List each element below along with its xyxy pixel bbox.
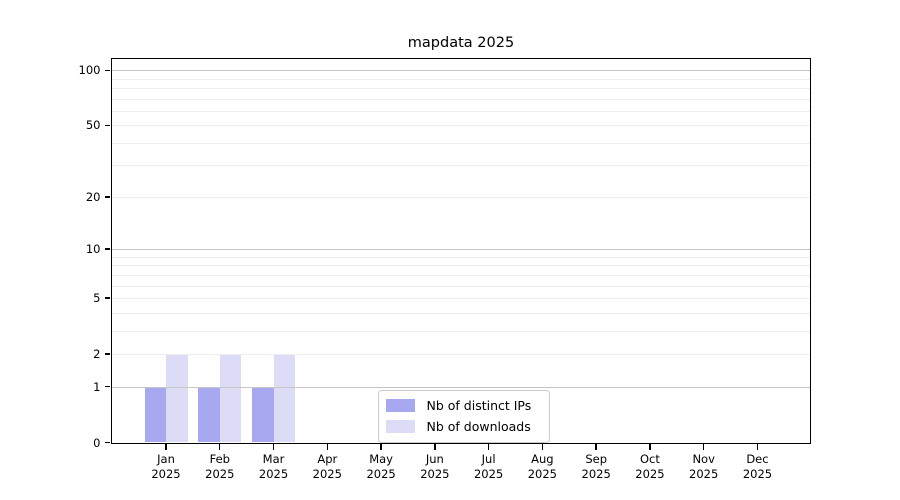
x-tick-year: 2025 <box>312 466 342 481</box>
gridline-minor-50 <box>111 125 810 127</box>
y-tick-label-0: 0 <box>93 435 101 450</box>
bar-distinct-ips-feb <box>198 386 220 443</box>
gridline-minor-7 <box>111 274 810 276</box>
x-tick-label-apr: Apr 2025 <box>292 452 362 482</box>
bar-distinct-ips-jan <box>144 386 166 443</box>
y-tick-label-100: 100 <box>78 63 101 78</box>
x-tick-mark-oct <box>649 444 651 450</box>
gridline-minor-3 <box>111 330 810 332</box>
x-tick-month: Jan <box>157 451 175 466</box>
x-tick-year: 2025 <box>151 466 181 481</box>
gridline-minor-80 <box>111 88 810 89</box>
x-tick-month: Feb <box>209 451 230 466</box>
y-tick-label-2: 2 <box>93 346 101 361</box>
x-tick-mark-feb <box>219 444 221 450</box>
gridline-minor-70 <box>111 98 810 100</box>
x-tick-mark-apr <box>326 444 328 450</box>
y-tick-mark-20 <box>104 196 110 198</box>
plot-area: 100 50 20 10 5 2 1 0 Jan 2025 Feb 2025 Mar 2025 Apr 202… <box>79 57 811 481</box>
x-tick-month: Jul <box>481 451 496 466</box>
legend-label: Nb of distinct IPs <box>426 397 532 413</box>
x-tick-label-may: May 2025 <box>346 452 416 482</box>
x-tick-month: Nov <box>692 451 715 466</box>
x-tick-month: Mar <box>262 451 285 466</box>
y-tick-label-20: 20 <box>85 189 101 204</box>
bar-downloads-jan <box>166 353 188 443</box>
gridline-minor-6 <box>111 285 810 287</box>
y-tick-label-5: 5 <box>93 290 101 305</box>
bar-distinct-ips-mar <box>252 386 274 443</box>
y-tick-mark-10 <box>104 248 110 250</box>
x-tick-year: 2025 <box>581 466 611 481</box>
gridline-minor-40 <box>111 142 810 144</box>
gridline-major-10 <box>111 249 810 251</box>
x-tick-label-feb: Feb 2025 <box>185 452 255 482</box>
y-tick-label-50: 50 <box>85 118 101 133</box>
legend-entry-distinct-ips: Nb of distinct IPs <box>385 397 541 415</box>
x-tick-year: 2025 <box>205 466 235 481</box>
x-tick-mark-may <box>380 444 382 450</box>
x-tick-label-nov: Nov 2025 <box>669 452 739 482</box>
x-tick-label-aug: Aug 2025 <box>507 452 577 482</box>
x-tick-month: Aug <box>531 451 554 466</box>
x-tick-year: 2025 <box>366 466 396 481</box>
legend-swatch-distinct-ips <box>385 398 415 412</box>
x-tick-mark-jul <box>487 444 490 450</box>
y-tick-mark-100 <box>104 69 110 71</box>
x-tick-year: 2025 <box>258 466 289 481</box>
x-tick-month: Apr <box>317 451 338 466</box>
x-tick-label-oct: Oct 2025 <box>615 452 685 482</box>
gridline-minor-60 <box>111 110 810 112</box>
x-tick-year: 2025 <box>420 466 450 481</box>
gridline-minor-8 <box>111 265 810 267</box>
y-tick-mark-0 <box>104 441 110 444</box>
legend: Nb of distinct IPs Nb of downloads <box>377 389 550 443</box>
gridline-minor-5 <box>111 297 810 299</box>
x-tick-label-mar: Mar 2025 <box>239 452 309 482</box>
legend-entry-downloads: Nb of downloads <box>385 418 541 436</box>
x-tick-label-sep: Sep 2025 <box>561 452 631 482</box>
x-tick-month: Dec <box>746 451 769 466</box>
x-tick-month: May <box>369 451 393 466</box>
y-tick-label-10: 10 <box>85 242 101 257</box>
x-tick-month: Sep <box>585 451 607 466</box>
legend-swatch-downloads <box>385 420 415 434</box>
gridline-minor-2 <box>111 353 810 355</box>
x-tick-mark-dec <box>756 444 759 450</box>
y-tick-mark-2 <box>104 353 110 355</box>
x-tick-mark-jun <box>434 444 436 450</box>
x-tick-year: 2025 <box>473 466 504 481</box>
bar-downloads-feb <box>219 353 242 443</box>
x-tick-month: Jun <box>425 451 444 466</box>
gridline-minor-30 <box>111 165 810 167</box>
y-tick-mark-1 <box>104 385 110 388</box>
x-tick-label-jun: Jun 2025 <box>400 452 470 482</box>
x-tick-mark-mar <box>272 444 275 450</box>
y-tick-mark-50 <box>104 124 110 126</box>
x-tick-label-jan: Jan 2025 <box>131 452 201 482</box>
x-tick-mark-sep <box>595 444 597 450</box>
x-tick-mark-jan <box>165 444 167 450</box>
gridline-minor-90 <box>111 78 810 80</box>
x-tick-label-dec: Dec 2025 <box>722 452 792 482</box>
gridline-minor-20 <box>111 196 810 198</box>
bar-downloads-mar <box>273 353 296 443</box>
x-tick-year: 2025 <box>742 466 773 481</box>
gridline-minor-4 <box>111 312 810 314</box>
gridline-major-100 <box>111 70 810 72</box>
x-tick-year: 2025 <box>527 466 558 481</box>
y-tick-label-1: 1 <box>93 379 101 394</box>
gridline-major-1 <box>111 386 810 388</box>
chart-title: mapdata 2025 <box>407 35 515 51</box>
x-tick-year: 2025 <box>635 466 665 481</box>
x-tick-mark-nov <box>703 444 705 450</box>
legend-label: Nb of downloads <box>426 419 531 435</box>
gridline-minor-9 <box>111 256 810 258</box>
x-tick-month: Oct <box>639 451 660 466</box>
y-tick-mark-5 <box>104 297 110 299</box>
x-tick-mark-aug <box>541 444 544 450</box>
x-tick-year: 2025 <box>689 466 719 481</box>
x-tick-label-jul: Jul 2025 <box>454 452 524 482</box>
